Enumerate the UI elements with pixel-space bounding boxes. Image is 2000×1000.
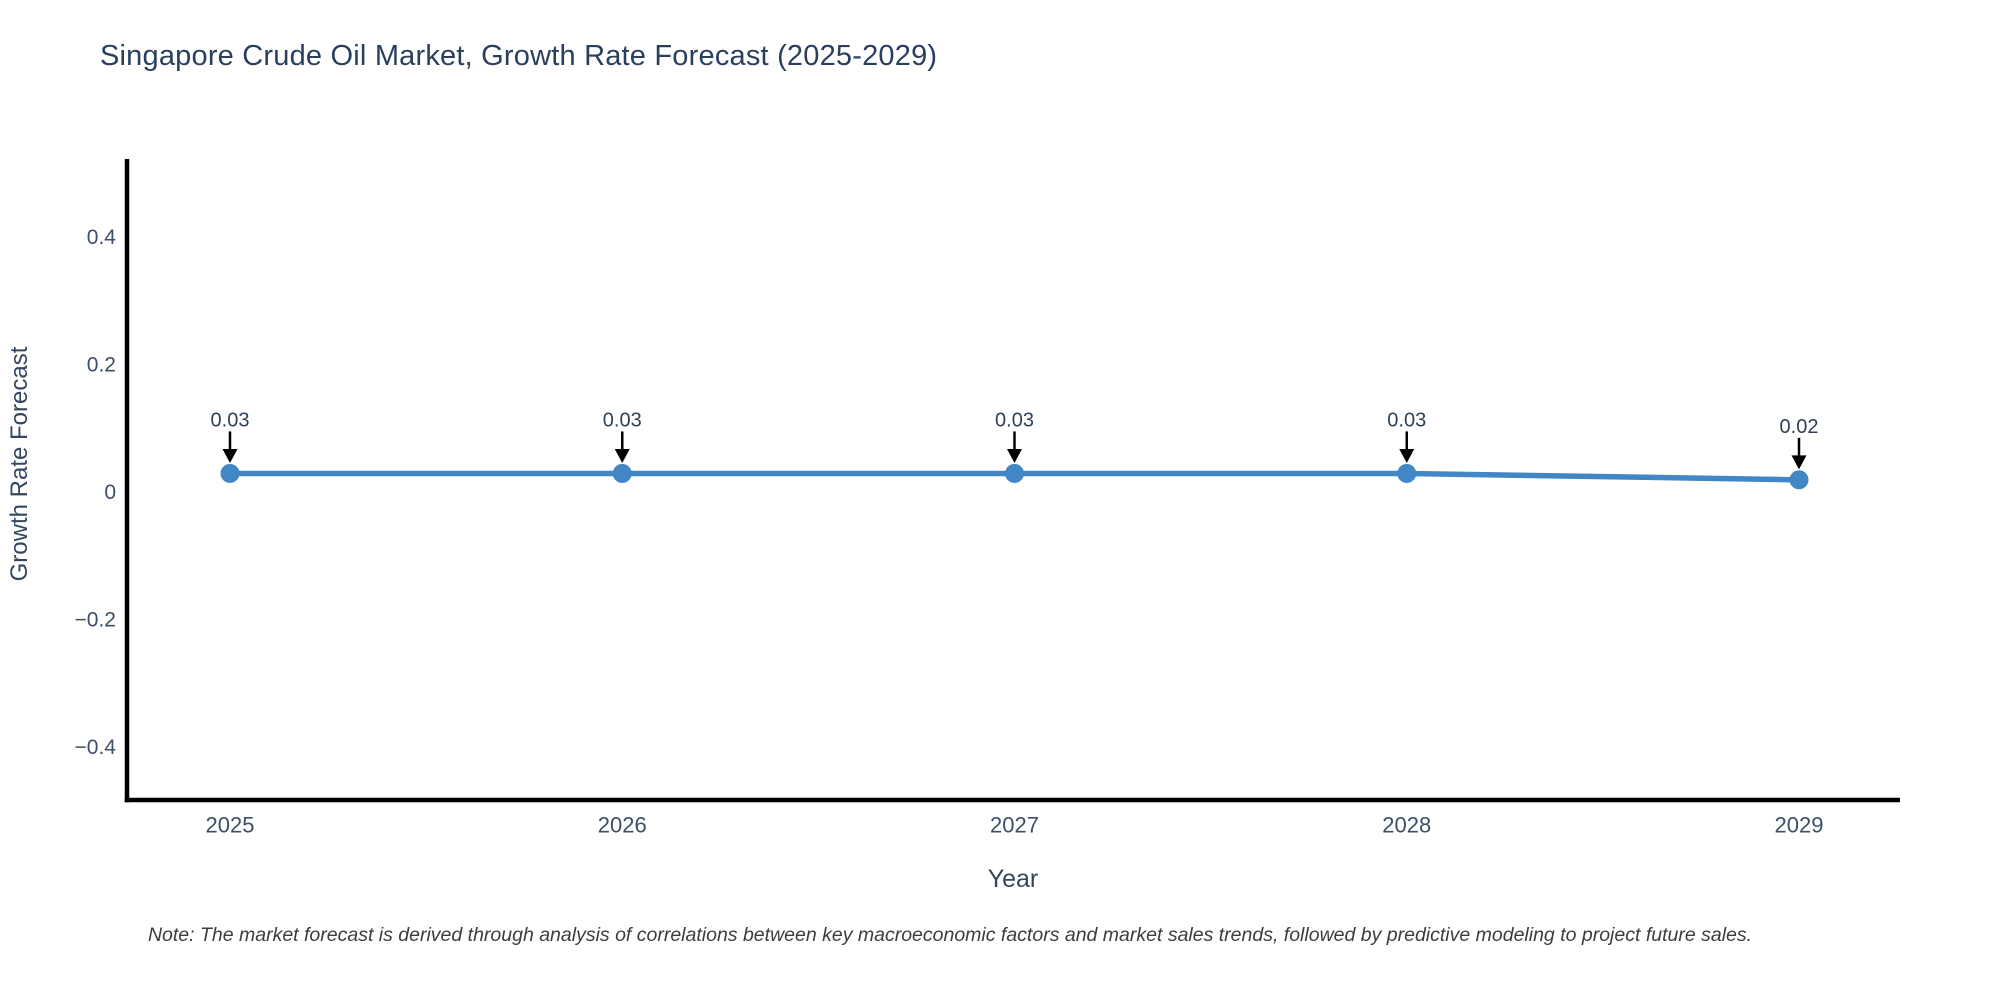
x-tick-label: 2029 bbox=[1775, 813, 1824, 838]
data-point-label: 0.03 bbox=[603, 409, 642, 431]
y-tick-label: −0.2 bbox=[75, 609, 116, 632]
annotation-arrow-head bbox=[222, 448, 238, 463]
data-point-marker bbox=[1789, 470, 1809, 490]
x-tick-label: 2028 bbox=[1382, 813, 1431, 838]
chart-title: Singapore Crude Oil Market, Growth Rate … bbox=[100, 40, 938, 72]
y-tick-label: 0 bbox=[104, 481, 116, 504]
footnote: Note: The market forecast is derived thr… bbox=[147, 924, 1753, 946]
annotation-arrow-head bbox=[1399, 448, 1415, 463]
annotation-arrow-head bbox=[1007, 448, 1022, 463]
data-point-marker bbox=[1005, 463, 1024, 483]
x-tick-label: 2027 bbox=[990, 813, 1039, 838]
annotation-arrow-head bbox=[614, 448, 630, 463]
y-tick-label: 0.2 bbox=[87, 354, 116, 377]
data-point-label: 0.03 bbox=[995, 409, 1034, 431]
annotation-arrow-head bbox=[1791, 455, 1807, 470]
data-point-label: 0.03 bbox=[211, 409, 250, 431]
data-point-marker bbox=[220, 463, 240, 483]
x-tick-label: 2026 bbox=[598, 813, 647, 838]
data-point-label: 0.02 bbox=[1780, 416, 1819, 438]
y-tick-label: −0.4 bbox=[75, 736, 117, 759]
x-tick-label: 2025 bbox=[206, 813, 255, 838]
x-axis-title: Year bbox=[987, 865, 1039, 893]
data-point-marker bbox=[1397, 463, 1417, 483]
data-point-marker bbox=[612, 463, 632, 483]
data-point-label: 0.03 bbox=[1387, 409, 1426, 431]
y-tick-label: 0.4 bbox=[87, 226, 117, 249]
